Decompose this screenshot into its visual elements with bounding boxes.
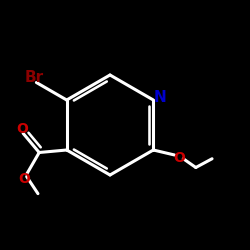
Text: O: O [174, 150, 186, 164]
Text: O: O [16, 122, 28, 136]
Text: Br: Br [24, 70, 44, 86]
Text: O: O [18, 172, 30, 186]
Text: N: N [154, 90, 167, 106]
